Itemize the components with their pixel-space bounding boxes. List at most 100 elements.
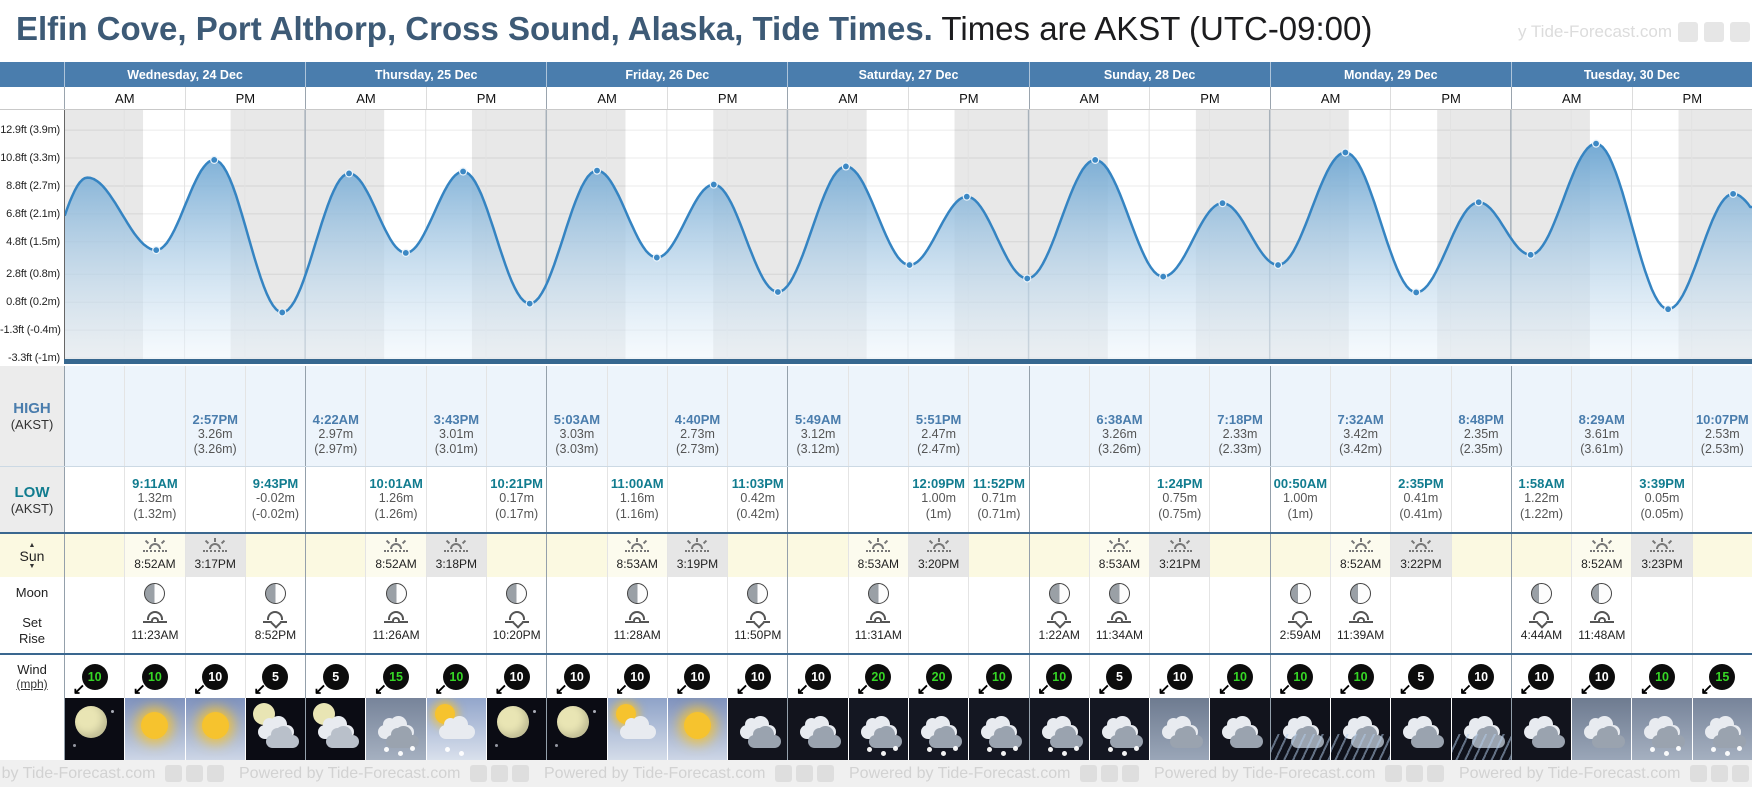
wind-speed-value: 15 xyxy=(1715,669,1730,684)
wind-direction-arrow: ↙ xyxy=(1459,680,1472,698)
sunrise-cell: 8:53AM xyxy=(1088,534,1150,577)
low-tide-entry-height: 0.42m xyxy=(740,491,776,506)
day-group xyxy=(1028,698,1270,760)
wind-cell: ↙ 10 xyxy=(727,655,787,698)
low-tide-entry: 1:58AM 1.22m (1.22m) xyxy=(1512,467,1571,532)
empty-cell xyxy=(788,467,847,532)
weather-row-gutter xyxy=(0,698,64,760)
wind-speed-value: 10 xyxy=(449,669,464,684)
wind-direction-arrow: ↙ xyxy=(434,680,447,698)
wind-speed-badge: ↙ 5 xyxy=(1097,663,1133,698)
low-tide-entry: 9:43PM -0.02m (-0.02m) xyxy=(244,467,305,532)
day-group xyxy=(787,698,1029,760)
weather-icon-partly-night xyxy=(306,698,366,760)
wind-direction-arrow: ↙ xyxy=(313,680,327,698)
wind-direction-arrow: ↙ xyxy=(1700,680,1713,698)
day-group: 11:28AM 11:50PM xyxy=(546,609,787,653)
column-header-am: AM xyxy=(305,87,426,109)
day-group: ↙ 10 ↙ 10 ↙ 10 ↙ 5 xyxy=(64,655,305,698)
moon-set-time: 11:39AM xyxy=(1337,628,1385,642)
day-group: 5:03AM 3.03m (3.03m) 4:40PM 2.73m (2.73m) xyxy=(546,366,787,466)
footer-icon xyxy=(470,765,488,782)
sunset-icon xyxy=(926,537,951,554)
weather-icon-clear-night xyxy=(65,698,125,760)
high-tide-entry: 5:03AM 3.03m (3.03m) xyxy=(547,366,606,466)
sunset-cell: 3:20PM xyxy=(907,534,969,577)
day-group: 1:22AM 11:34AM xyxy=(1028,609,1270,653)
empty-cell xyxy=(1512,366,1571,466)
empty-cell xyxy=(1691,609,1752,653)
sunrise-cell: 8:53AM xyxy=(606,534,667,577)
day-group: ↙ 10 ↙ 10 ↙ 10 ↙ 10 xyxy=(546,655,787,698)
day-group: 5:49AM 3.12m (3.12m) 5:51PM 2.47m (2.47m) xyxy=(787,366,1028,466)
wind-speed-badge: ↙ 20 xyxy=(917,663,952,698)
page-title-timezone: Times are AKST (UTC-09:00) xyxy=(932,10,1373,47)
empty-cell xyxy=(1271,366,1330,466)
moon-rise-icon xyxy=(263,611,288,629)
wind-unit-link[interactable]: (mph) xyxy=(16,677,48,691)
sunrise-time: 8:53AM xyxy=(616,556,658,571)
moon-set-icon xyxy=(1348,611,1373,625)
day-header-cell: Thursday, 25 Dec xyxy=(305,62,546,87)
high-tide-entry-height: 3.61m xyxy=(1584,426,1620,441)
low-tide-entry-time: 10:01AM xyxy=(369,476,423,492)
moon-phase-cell xyxy=(1329,577,1390,609)
footer-watermark-text: Powered by Tide-Forecast.com xyxy=(0,764,156,782)
wind-speed-value: 10 xyxy=(1534,669,1549,684)
wind-speed-value: 10 xyxy=(690,669,705,684)
empty-cell xyxy=(1149,366,1209,466)
wind-speed-value: 10 xyxy=(147,669,162,684)
high-tide-entry: 10:07PM 2.53m (2.53m) xyxy=(1691,366,1752,466)
empty-cell xyxy=(244,534,305,577)
moon-phase-cell xyxy=(1030,577,1089,609)
low-tide-entry-height-alt: (0.41m) xyxy=(1399,507,1443,521)
footer-watermark-item: Powered by Tide-Forecast.com xyxy=(837,765,1142,783)
footer-icons xyxy=(1080,765,1140,782)
wind-cell: ↙ 20 xyxy=(907,655,968,698)
empty-cell xyxy=(788,609,847,653)
high-tide-entry-height: 2.53m xyxy=(1704,426,1740,441)
day-group: 8:29AM 3.61m (3.61m) 10:07PM 2.53m (2.53m) xyxy=(1510,366,1752,466)
wind-speed-badge: ↙ 10 xyxy=(133,663,168,698)
footer-icon xyxy=(1427,765,1445,782)
tide-curve-chart xyxy=(64,110,1752,364)
wind-speed-value: 5 xyxy=(1116,669,1123,684)
weather-icon-sunny xyxy=(184,698,245,760)
wind-speed-badge: ↙ 10 xyxy=(1158,663,1193,698)
wind-cell: ↙ 15 xyxy=(365,655,425,698)
low-tide-entry: 11:00AM 1.16m (1.16m) xyxy=(606,467,667,532)
weather-icon-snow-night xyxy=(907,698,969,760)
empty-cell xyxy=(788,577,847,609)
empty-cell xyxy=(1571,467,1631,532)
moon-rise-icon xyxy=(1529,611,1554,629)
page-title: Elfin Cove, Port Althorp, Cross Sound, A… xyxy=(16,10,933,47)
sunset-icon xyxy=(685,537,710,554)
moon-set-rise-row: Set Rise 11:23AM 8:52PM 11:26AM 10:20PM 11:2… xyxy=(0,609,1752,653)
high-tide-entry-height-alt: (3.61m) xyxy=(1580,442,1624,457)
low-tide-entry-height-alt: (0.42m) xyxy=(736,507,780,521)
wind-direction-arrow: ↙ xyxy=(554,680,568,698)
day-group: 4:44AM 11:48AM xyxy=(1510,609,1752,653)
footer-icon xyxy=(165,765,183,782)
empty-cell xyxy=(425,577,486,609)
footer-watermark-text: Powered by Tide-Forecast.com xyxy=(1154,764,1376,782)
moon-rise-time: 10:20PM xyxy=(492,628,541,642)
moon-phase-cell xyxy=(485,577,546,609)
moon-phase-cell xyxy=(606,577,667,609)
weather-icon-cloudy xyxy=(1571,698,1632,760)
empty-cell xyxy=(547,467,606,532)
empty-cell xyxy=(1209,609,1269,653)
wind-cell: ↙ 10 xyxy=(184,655,245,698)
day-header-gutter xyxy=(0,62,64,87)
empty-cell xyxy=(1631,609,1691,653)
wind-cell: ↙ 10 xyxy=(1450,655,1511,698)
watermark-icon xyxy=(1730,22,1750,42)
low-tide-entry-height-alt: (0.75m) xyxy=(1158,507,1202,521)
low-tide-row: LOW (AKST) 9:11AM 1.32m (1.32m) 9:43PM -0.02… xyxy=(0,466,1752,532)
wind-cell: ↙ 10 xyxy=(968,655,1028,698)
low-tide-entry-time: 3:39PM xyxy=(1639,476,1685,492)
footer-icon xyxy=(796,765,814,782)
high-tide-entry-time: 8:48PM xyxy=(1458,411,1504,427)
high-tide-entry-time: 3:43PM xyxy=(433,411,480,427)
